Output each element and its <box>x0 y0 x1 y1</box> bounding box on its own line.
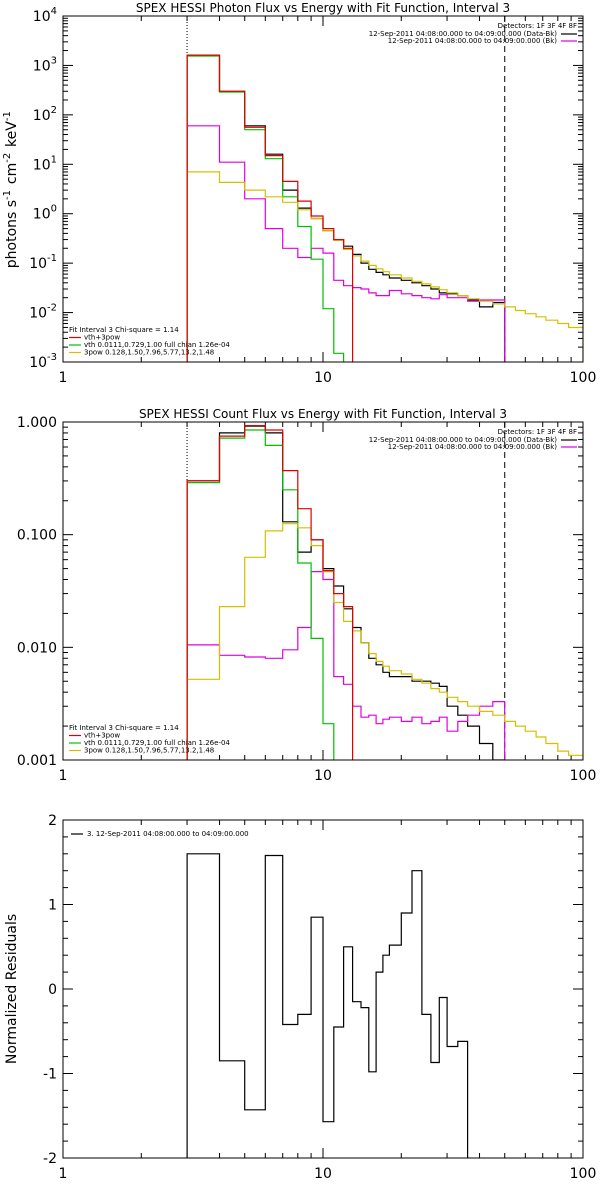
series-data <box>186 425 506 760</box>
x-tick-label: 1 <box>59 1166 68 1182</box>
legend-bottom-left-entry: vth 0.0111,0.729,1.00 full chian 1.26e-0… <box>84 739 230 747</box>
x-tick-label: 100 <box>570 768 597 784</box>
plot-frame <box>62 15 584 363</box>
legend-residuals-entry: 3. 12-Sep-2011 04:08:00.000 to 04:09:00.… <box>87 830 249 838</box>
y-tick-label: 0 <box>48 982 57 998</box>
series-pow3 <box>186 523 583 760</box>
y-tick-label: 1.000 <box>17 415 57 431</box>
series-data <box>186 54 506 362</box>
y-tick-label: 100 <box>33 204 57 223</box>
y-tick-label: 0.010 <box>17 640 57 656</box>
legend-bottom-left-entry: vth+3pow <box>84 732 120 740</box>
y-tick-label: 0.001 <box>17 753 57 769</box>
legend-fit-info: Fit Interval 3 Chi-square = 1.14 <box>69 724 179 732</box>
x-axis-ticks <box>62 422 572 760</box>
x-tick-label: 10 <box>314 768 332 784</box>
series-bk <box>186 571 506 760</box>
y-tick-label: 10-1 <box>29 253 57 272</box>
x-axis-ticks <box>62 16 572 362</box>
x-tick-label: 100 <box>570 1166 597 1182</box>
chart-title: SPEX HESSI Photon Flux vs Energy with Fi… <box>136 1 510 15</box>
series-group <box>186 54 583 362</box>
series-residuals <box>186 853 469 1158</box>
x-tick-label: 10 <box>314 370 332 386</box>
y-tick-label: 2 <box>48 813 57 829</box>
x-tick-label: 10 <box>314 1166 332 1182</box>
y-tick-label: 0.100 <box>17 528 57 544</box>
x-tick-label: 1 <box>59 370 68 386</box>
y-tick-label: 10-3 <box>29 352 57 371</box>
y-tick-label: -1 <box>43 1067 57 1083</box>
x-axis-ticks <box>62 820 572 1158</box>
chart-panel-3: 1 10 100 -2 -1 0 1 2 Normalized Residuals 3. 12-S… <box>4 813 596 1182</box>
legend-top-right-entry: 12-Sep-2011 04:08:00.000 to 04:09:00.000… <box>388 443 558 451</box>
y-tick-label: 103 <box>33 55 57 74</box>
series-bk <box>186 125 506 362</box>
y-axis-label: photons s-1 cm-2 keV-1 <box>2 110 20 269</box>
legend-fit-info: Fit Interval 3 Chi-square = 1.14 <box>69 326 179 334</box>
series-group <box>186 853 469 1158</box>
detectors-label: Detectors: 1F 3F 4F 8F <box>498 22 577 30</box>
legend-top-right-entry: 12-Sep-2011 04:08:00.000 to 04:09:00.000… <box>388 37 558 45</box>
legend-top-right-entry: 12-Sep-2011 04:08:00.000 to 04:09:00.000… <box>369 436 558 444</box>
plot-frame <box>62 819 584 1159</box>
y-tick-label: 104 <box>33 6 57 25</box>
x-tick-label: 100 <box>570 370 597 386</box>
chart-panel-1: SPEX HESSI Photon Flux vs Energy with Fi… <box>2 1 596 386</box>
y-axis-ticks <box>63 421 583 761</box>
chart-title: SPEX HESSI Count Flux vs Energy with Fit… <box>139 407 507 421</box>
legend-bottom-left-entry: vth+3pow <box>84 334 120 342</box>
series-pow3 <box>186 171 583 362</box>
series-total <box>186 425 354 760</box>
legend-bottom-left-entry: 3pow 0.128,1.50,7.96,5.77,13.2,1.48 <box>84 747 214 755</box>
chart-panel-2: SPEX HESSI Count Flux vs Energy with Fit… <box>17 407 596 784</box>
y-tick-label: 101 <box>33 154 57 173</box>
legend-top-right-entry: 12-Sep-2011 04:08:00.000 to 04:09:00.000… <box>369 30 558 38</box>
y-axis-label: Normalized Residuals <box>4 914 20 1064</box>
series-vth <box>186 429 335 760</box>
legend-bottom-left-entry: 3pow 0.128,1.50,7.96,5.77,13.2,1.48 <box>84 349 214 357</box>
y-tick-label: -2 <box>43 1151 57 1167</box>
x-tick-label: 1 <box>59 768 68 784</box>
series-total <box>186 54 354 362</box>
y-tick-label: 102 <box>33 105 57 124</box>
legend-bottom-left-entry: vth 0.0111,0.729,1.00 full chian 1.26e-0… <box>84 341 230 349</box>
series-vth <box>186 55 345 362</box>
series-group <box>186 425 583 760</box>
detectors-label: Detectors: 1F 3F 4F 8F <box>498 428 577 436</box>
plot-frame <box>62 421 584 761</box>
y-tick-label: 1 <box>48 898 57 914</box>
y-tick-label: 10-2 <box>29 303 57 322</box>
